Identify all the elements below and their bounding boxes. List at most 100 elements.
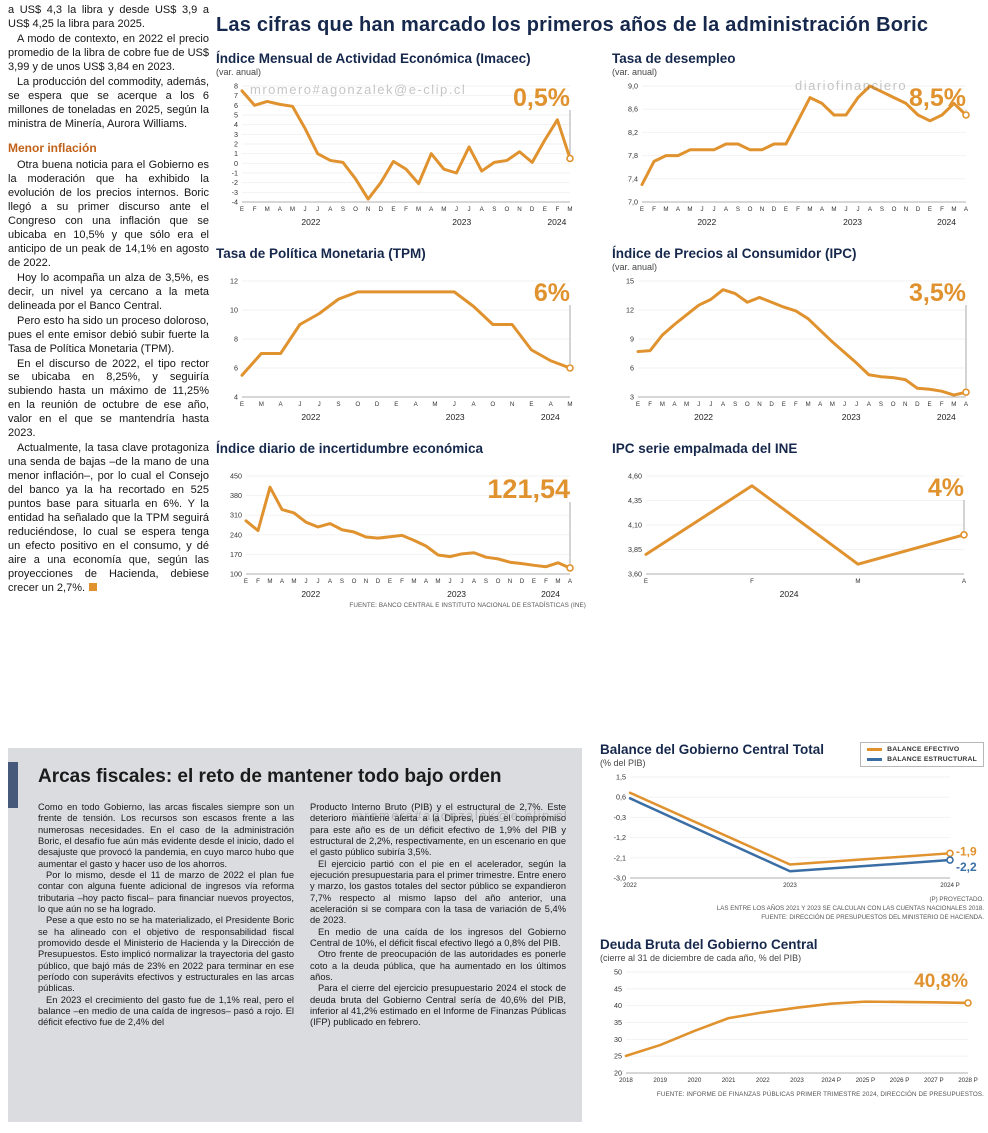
- chart-card-desempleo: Tasa de desempleo (var. anual) 9,0 8,6 8,2…: [612, 51, 982, 228]
- svg-text:2024 P: 2024 P: [821, 1077, 841, 1084]
- svg-text:E: E: [543, 206, 547, 213]
- svg-text:J: J: [843, 401, 846, 408]
- chart-card-deuda: Deuda Bruta del Gobierno Central (cierre…: [600, 937, 984, 1098]
- svg-text:J: J: [298, 401, 301, 408]
- chart-card-balance: Balance del Gobierno Central Total (% de…: [600, 742, 984, 923]
- chart-subtitle: [612, 457, 982, 468]
- article-paragraph: Actualmente, la tasa clave protagoniza u…: [8, 442, 209, 596]
- subhead-menor-inflacion: Menor inflación: [8, 140, 97, 155]
- svg-text:2028 P: 2028 P: [958, 1077, 978, 1084]
- svg-text:A: A: [549, 401, 554, 408]
- svg-text:M: M: [951, 401, 956, 408]
- svg-text:M: M: [411, 578, 416, 585]
- svg-text:N: N: [508, 578, 512, 585]
- svg-text:J: J: [318, 401, 321, 408]
- svg-text:2023: 2023: [446, 412, 465, 422]
- svg-text:D: D: [375, 401, 380, 408]
- svg-text:6%: 6%: [534, 279, 570, 307]
- svg-text:10: 10: [230, 306, 238, 315]
- svg-text:2024: 2024: [937, 217, 956, 227]
- svg-text:240: 240: [230, 530, 242, 539]
- svg-text:J: J: [712, 206, 715, 213]
- fiscal-paragraph: Otro frente de preocupación de las autor…: [310, 949, 566, 982]
- svg-text:A: A: [280, 578, 285, 585]
- svg-text:0,6: 0,6: [616, 793, 626, 802]
- svg-text:4: 4: [234, 393, 238, 402]
- svg-text:M: M: [435, 578, 440, 585]
- svg-text:F: F: [796, 206, 800, 213]
- svg-text:M: M: [432, 401, 437, 408]
- chart-title: Tasa de desempleo: [612, 51, 736, 66]
- svg-text:2021: 2021: [722, 1077, 736, 1084]
- svg-text:7,4: 7,4: [628, 174, 638, 183]
- svg-text:J: J: [304, 578, 307, 585]
- svg-text:A: A: [868, 206, 873, 213]
- svg-text:A: A: [429, 206, 434, 213]
- svg-text:A: A: [471, 401, 476, 408]
- svg-text:2026 P: 2026 P: [890, 1077, 910, 1084]
- footnote: FUENTE: DIRECCIÓN DE PRESUPUESTOS DEL MI…: [761, 913, 984, 921]
- fiscal-paragraph: En 2023 el crecimiento del gasto fue de …: [38, 994, 294, 1028]
- svg-text:J: J: [468, 206, 471, 213]
- svg-text:A: A: [964, 206, 969, 213]
- chart-card-imacec: Índice Mensual de Actividad Económica (I…: [216, 51, 586, 228]
- svg-text:O: O: [745, 401, 750, 408]
- chart-card-ipc-empalmada: IPC serie empalmada del INE 4,60 4,35 4,10…: [612, 441, 982, 609]
- svg-text:2022: 2022: [697, 217, 716, 227]
- fiscal-title: Arcas fiscales: el reto de mantener todo…: [38, 766, 502, 787]
- ipc-line-chart: 15 12 9 6 3 E F M A M J J A S O N D E F M A M J J A S O N D E F M A 2022 2…: [612, 273, 982, 423]
- page-title: Las cifras que han marcado los primeros …: [216, 14, 929, 36]
- svg-text:E: E: [644, 578, 648, 585]
- svg-text:D: D: [772, 206, 777, 213]
- svg-text:2024: 2024: [547, 217, 566, 227]
- svg-text:D: D: [915, 401, 920, 408]
- fiscal-paragraph: El ejercicio partió con el pie en el ace…: [310, 858, 566, 926]
- svg-text:0: 0: [234, 159, 238, 168]
- svg-text:2022: 2022: [694, 412, 713, 422]
- fiscal-paragraph: En medio de una caída de los ingresos de…: [310, 926, 566, 948]
- footnote: LAS ENTRE LOS AÑOS 2021 Y 2023 SE CALCUL…: [716, 904, 984, 912]
- svg-text:F: F: [256, 578, 260, 585]
- left-article-column: a US$ 4,3 la libra y desde US$ 3,9 a US$…: [8, 4, 209, 597]
- svg-text:-1,9: -1,9: [956, 844, 977, 858]
- svg-text:A: A: [962, 578, 967, 585]
- chart-title: Índice de Precios al Consumidor (IPC): [612, 246, 857, 261]
- svg-text:O: O: [496, 578, 501, 585]
- svg-text:40,8%: 40,8%: [914, 971, 968, 992]
- svg-text:O: O: [490, 401, 495, 408]
- svg-text:2023: 2023: [843, 217, 862, 227]
- svg-text:6: 6: [630, 364, 634, 373]
- svg-text:F: F: [652, 206, 656, 213]
- svg-text:2: 2: [234, 140, 238, 149]
- svg-text:7: 7: [234, 91, 238, 100]
- svg-text:50: 50: [614, 967, 622, 976]
- svg-text:8,6: 8,6: [628, 105, 638, 114]
- article-paragraph: Pero esto ha sido un proceso doloroso, p…: [8, 314, 209, 355]
- svg-text:4%: 4%: [928, 474, 964, 502]
- svg-text:A: A: [328, 578, 333, 585]
- svg-text:-3,0: -3,0: [614, 874, 626, 883]
- svg-text:A: A: [818, 401, 823, 408]
- svg-text:2024 P: 2024 P: [940, 882, 960, 889]
- svg-text:2023: 2023: [447, 589, 466, 599]
- ipc-empalmada-line-chart: 4,60 4,35 4,10 3,85 3,60 E F M A 2024 4%: [612, 468, 982, 600]
- svg-text:3,60: 3,60: [628, 570, 642, 579]
- svg-text:-2: -2: [232, 178, 238, 187]
- svg-text:2023: 2023: [783, 882, 797, 889]
- svg-text:-3: -3: [232, 188, 238, 197]
- chart-title: Balance del Gobierno Central Total: [600, 742, 825, 757]
- tpm-line-chart: 12 10 8 6 4 E M A J J S O D E A M J A O N E A M 2022 2023 2024 6%: [216, 273, 586, 423]
- svg-text:12: 12: [230, 277, 238, 286]
- svg-text:100: 100: [230, 570, 242, 579]
- svg-text:9: 9: [630, 335, 634, 344]
- svg-text:E: E: [782, 401, 786, 408]
- svg-text:3: 3: [630, 393, 634, 402]
- svg-text:A: A: [278, 206, 283, 213]
- legend-label: BALANCE EFECTIVO: [887, 746, 960, 753]
- svg-text:N: N: [510, 401, 514, 408]
- chart-subtitle: (cierre al 31 de diciembre de cada año, …: [600, 952, 802, 963]
- svg-text:A: A: [328, 206, 333, 213]
- svg-text:M: M: [805, 401, 810, 408]
- svg-text:E: E: [244, 578, 248, 585]
- svg-text:2024: 2024: [780, 589, 799, 599]
